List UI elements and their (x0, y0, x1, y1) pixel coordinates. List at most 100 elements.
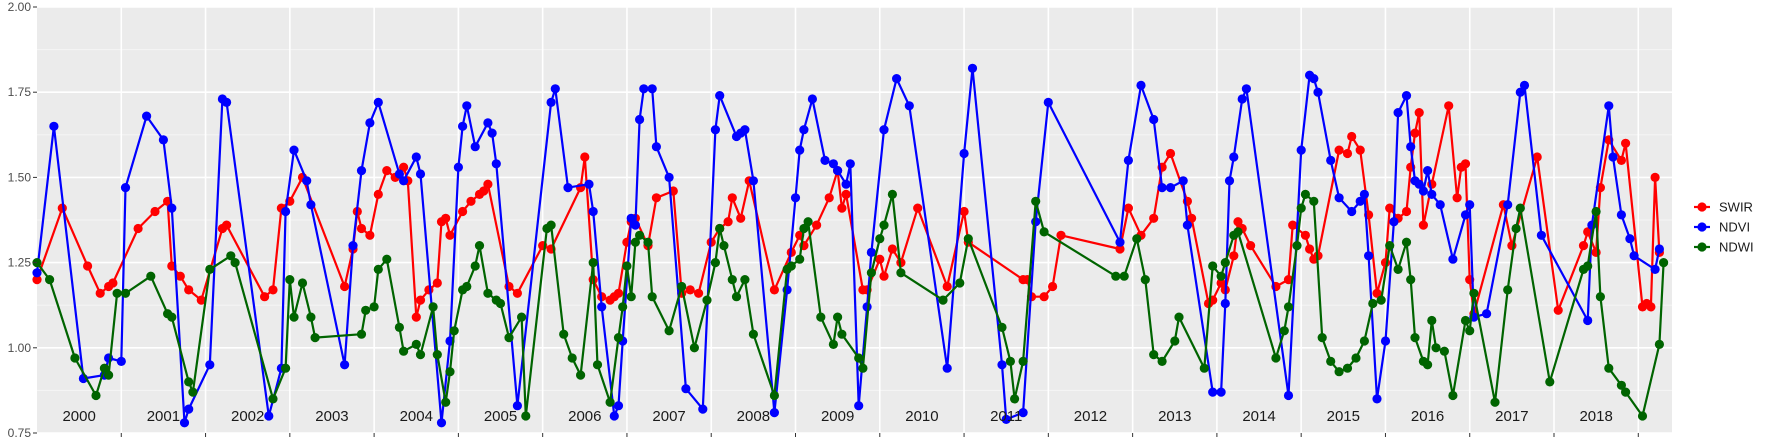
data-point (487, 128, 497, 138)
data-point (1334, 193, 1344, 203)
data-point (133, 223, 143, 234)
data-point (1309, 74, 1319, 84)
data-point (1621, 387, 1631, 397)
data-point (807, 94, 818, 104)
year-label: 2011 (990, 408, 1022, 425)
legend-item-ndvi: NDVI (1694, 220, 1750, 235)
data-point (546, 97, 556, 107)
data-point (613, 288, 624, 298)
data-point (1616, 380, 1626, 390)
data-point (281, 363, 291, 373)
data-point (866, 247, 877, 257)
data-point (1237, 94, 1247, 104)
data-point (196, 295, 206, 305)
data-point (1532, 152, 1542, 162)
data-point (563, 183, 573, 193)
data-point (1165, 183, 1176, 193)
legend-key-point (1697, 242, 1707, 252)
data-point (1591, 206, 1601, 217)
data-point (959, 148, 969, 159)
data-point (833, 166, 843, 176)
data-point (373, 189, 383, 199)
data-point (1465, 200, 1475, 210)
data-point (959, 206, 969, 217)
data-point (1326, 155, 1336, 165)
data-point (1043, 97, 1053, 107)
data-point (104, 370, 114, 380)
data-point (1511, 223, 1521, 234)
data-point (462, 281, 472, 292)
data-point (116, 356, 126, 366)
data-point (643, 237, 653, 247)
data-point (1646, 302, 1656, 312)
data-point (1604, 363, 1614, 373)
data-point (1182, 220, 1192, 230)
data-point (837, 203, 847, 213)
data-point (879, 220, 889, 230)
data-point (453, 162, 463, 172)
data-point (205, 264, 215, 274)
data-point (576, 370, 586, 380)
data-point (1296, 203, 1306, 213)
data-point (470, 142, 480, 152)
data-point (651, 142, 662, 152)
data-point (91, 390, 101, 401)
y-axis: 0.75 1.00 1.25 1.50 1.75 2.00 (8, 0, 37, 440)
data-point (365, 118, 375, 128)
data-point (1220, 298, 1230, 309)
data-point (1342, 363, 1353, 373)
data-point (1309, 196, 1319, 206)
data-point (795, 145, 805, 155)
data-point (997, 360, 1007, 370)
data-point (1351, 353, 1361, 363)
year-label: 2017 (1495, 408, 1528, 425)
data-point (1359, 336, 1369, 346)
data-point (306, 200, 316, 210)
data-point (260, 292, 270, 302)
data-point (1115, 237, 1125, 247)
data-point (188, 387, 198, 397)
data-point (588, 206, 598, 217)
data-point (369, 302, 379, 312)
data-point (715, 91, 725, 101)
data-point (1376, 295, 1386, 305)
data-point (559, 329, 569, 339)
data-point (828, 339, 839, 349)
data-point (1048, 281, 1058, 292)
data-point (786, 261, 796, 271)
data-point (184, 377, 194, 387)
data-point (1595, 292, 1605, 302)
data-point (104, 353, 114, 363)
data-point (1401, 91, 1412, 101)
data-point (436, 418, 447, 428)
data-point (963, 234, 973, 244)
data-point (1347, 206, 1357, 217)
data-point (1283, 275, 1294, 285)
data-point (1279, 326, 1289, 336)
data-point (635, 230, 645, 240)
data-point (1439, 346, 1449, 356)
data-point (1536, 230, 1546, 240)
data-point (373, 97, 383, 107)
data-point (887, 244, 898, 254)
data-point (879, 271, 889, 281)
data-point (584, 179, 594, 189)
data-point (1216, 387, 1226, 397)
data-point (1123, 155, 1133, 165)
data-point (1010, 394, 1020, 404)
data-point (205, 360, 215, 370)
year-label: 2013 (1158, 408, 1191, 425)
data-point (1208, 261, 1218, 271)
data-point (1650, 264, 1660, 274)
data-point (1132, 234, 1142, 244)
data-point (942, 281, 952, 292)
year-label: 2004 (400, 408, 433, 425)
data-point (441, 397, 451, 407)
data-point (799, 223, 809, 234)
data-point (1149, 114, 1159, 125)
data-point (120, 183, 131, 193)
data-point (748, 329, 759, 339)
series-layer (32, 63, 1669, 428)
data-point (108, 278, 118, 288)
